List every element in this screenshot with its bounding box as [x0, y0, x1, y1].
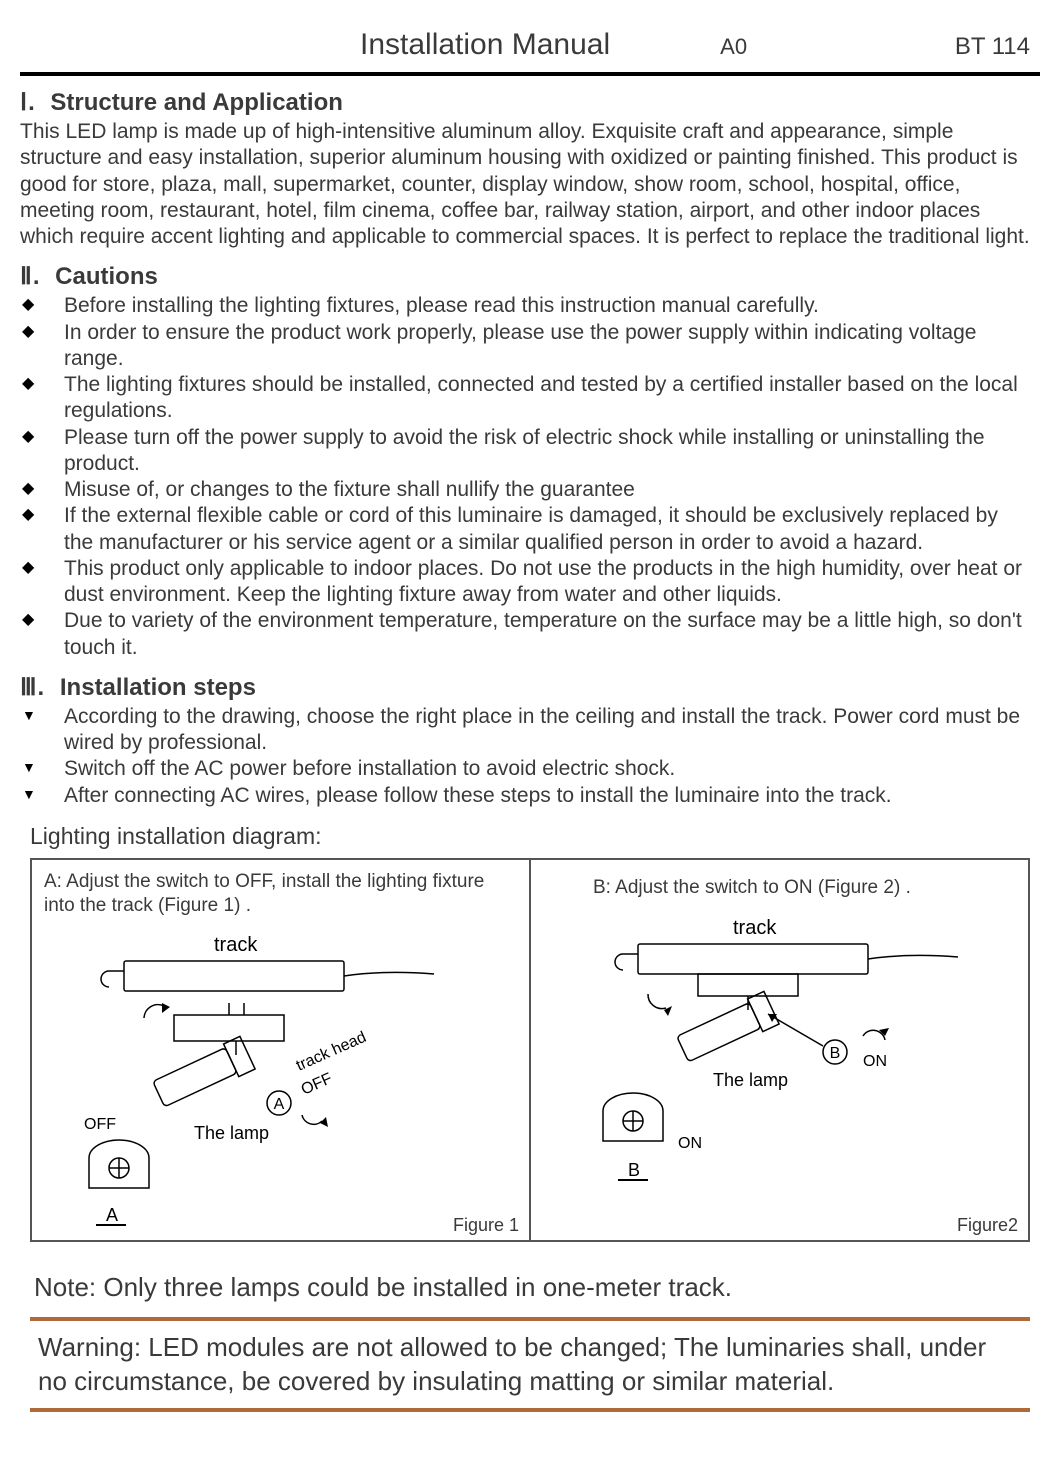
panel-b-caption: B: Adjust the switch to ON (Figure 2) . — [593, 876, 1016, 900]
section-1-numeral: Ⅰ. — [20, 89, 36, 116]
note-text: Note: Only three lamps could be installe… — [34, 1272, 1040, 1303]
circle-a-label: A — [274, 1096, 285, 1113]
section-1-heading: Ⅰ. Structure and Application — [20, 88, 1040, 117]
on-label: ON — [863, 1053, 887, 1070]
diagram-panel-b: B: Adjust the switch to ON (Figure 2) . … — [529, 860, 1028, 1240]
list-item: If the external flexible cable or cord o… — [20, 503, 1030, 556]
model-number: BT 114 — [955, 33, 1030, 61]
section-3-heading: Ⅲ. Installation steps — [20, 673, 1040, 702]
off-rotated-label: OFF — [299, 1070, 335, 1099]
rule-2 — [30, 1408, 1030, 1412]
list-item: Before installing the lighting fixtures,… — [20, 293, 1030, 319]
panel-a-figure-label: Figure 1 — [453, 1215, 519, 1236]
list-item: Misuse of, or changes to the fixture sha… — [20, 477, 1030, 503]
figure-2-svg: track B — [543, 906, 983, 1216]
panel-b-footer: B — [628, 1160, 640, 1180]
list-item: Switch off the AC power before installat… — [20, 756, 1030, 782]
rule-1 — [30, 1317, 1030, 1321]
section-2-numeral: Ⅱ. — [20, 263, 40, 290]
trackhead-label: track head — [294, 1029, 369, 1075]
list-item: This product only applicable to indoor p… — [20, 556, 1030, 609]
diagram-panel-a: A: Adjust the switch to OFF, install the… — [32, 860, 529, 1240]
panel-a-footer: A — [106, 1205, 118, 1225]
track-label: track — [214, 934, 258, 956]
diagram-container: A: Adjust the switch to OFF, install the… — [30, 858, 1030, 1242]
lamp-label: The lamp — [194, 1123, 269, 1143]
section-1-body: This LED lamp is made up of high-intensi… — [20, 119, 1030, 250]
list-item: After connecting AC wires, please follow… — [20, 783, 1030, 809]
header: Installation Manual A0 BT 114 — [20, 28, 1040, 76]
list-item: The lighting fixtures should be installe… — [20, 372, 1030, 425]
section-1-title: Structure and Application — [50, 89, 342, 116]
on-label-2: ON — [678, 1135, 702, 1152]
lamp-label-b: The lamp — [713, 1070, 788, 1090]
section-2-heading: Ⅱ. Cautions — [20, 262, 1040, 291]
list-item: Please turn off the power supply to avoi… — [20, 425, 1030, 478]
cautions-list: Before installing the lighting fixtures,… — [20, 293, 1040, 661]
doc-title: Installation Manual — [360, 28, 610, 62]
panel-b-figure-label: Figure2 — [957, 1215, 1018, 1236]
section-3-numeral: Ⅲ. — [20, 674, 45, 701]
diagram-subtitle: Lighting installation diagram: — [30, 823, 1040, 850]
off-left-label: OFF — [84, 1116, 116, 1133]
section-3-title: Installation steps — [60, 674, 256, 701]
list-item: In order to ensure the product work prop… — [20, 320, 1030, 373]
list-item: Due to variety of the environment temper… — [20, 608, 1030, 661]
section-2-title: Cautions — [55, 263, 158, 290]
panel-a-caption: A: Adjust the switch to OFF, install the… — [44, 870, 517, 918]
list-item: According to the drawing, choose the rig… — [20, 704, 1030, 757]
circle-b-label: B — [830, 1045, 841, 1062]
revision-code: A0 — [720, 34, 747, 60]
figure-1-svg: track track head — [44, 923, 474, 1233]
steps-list: According to the drawing, choose the rig… — [20, 704, 1040, 809]
track-label-b: track — [733, 917, 777, 939]
warning-text: Warning: LED modules are not allowed to … — [38, 1331, 1022, 1399]
